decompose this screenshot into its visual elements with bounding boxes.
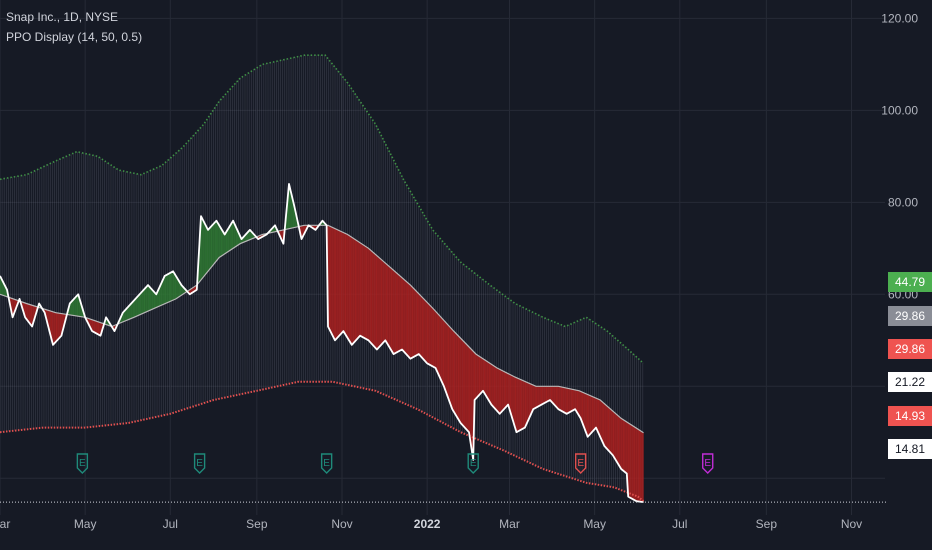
x-tick-label: Mar	[0, 517, 10, 531]
ppo-fill	[0, 183, 644, 503]
earnings-marker-label: E	[470, 458, 477, 469]
upper-band-line	[0, 54, 645, 364]
price-tag: 14.93	[888, 406, 932, 426]
x-tick-label: Jul	[163, 517, 178, 531]
earnings-marker-shape	[320, 453, 333, 474]
earnings-marker-label: E	[577, 458, 584, 469]
price-tag: 44.79	[888, 272, 932, 292]
earnings-marker-shape	[193, 453, 206, 474]
earnings-marker: E	[574, 453, 587, 474]
x-tick-label: May	[583, 517, 606, 531]
y-tick-label: 80.00	[888, 195, 918, 209]
grid	[0, 0, 885, 515]
chart-legend-indicator: PPO Display (14, 50, 0.5)	[6, 30, 143, 44]
earnings-marker-label: E	[79, 458, 86, 469]
earnings-marker: E	[320, 453, 333, 474]
y-tick-label: 120.00	[881, 11, 918, 25]
x-tick-label: Mar	[499, 517, 520, 531]
x-tick-label: Nov	[841, 517, 862, 531]
x-tick-label: 2022	[414, 517, 441, 531]
earnings-marker: E	[76, 453, 89, 474]
price-tag: 14.81	[888, 439, 932, 459]
price-line	[0, 183, 644, 503]
earnings-marker-shape	[702, 453, 714, 474]
price-tag: 29.86	[888, 339, 932, 359]
earnings-marker: E	[467, 453, 479, 474]
x-tick-label: Nov	[331, 517, 352, 531]
earnings-marker-shape	[467, 453, 479, 474]
earnings-marker-shape	[76, 453, 89, 474]
x-tick-label: Sep	[756, 517, 778, 531]
band-hatch	[0, 55, 644, 501]
earnings-marker: E	[193, 453, 206, 474]
earnings-marker-label: E	[196, 458, 203, 469]
earnings-marker-label: E	[704, 458, 711, 469]
earnings-marker: E	[702, 453, 714, 474]
x-tick-label: Sep	[246, 517, 268, 531]
x-tick-label: Jul	[672, 517, 687, 531]
ma-line	[0, 224, 644, 434]
earnings-marker-shape	[574, 453, 587, 474]
price-tag: 29.86	[888, 306, 932, 326]
price-tag: 21.22	[888, 372, 932, 392]
chart-legend-symbol: Snap Inc., 1D, NYSE	[6, 10, 119, 24]
earnings-marker-label: E	[323, 458, 330, 469]
x-tick-label: May	[74, 517, 97, 531]
y-tick-label: 100.00	[881, 103, 918, 117]
